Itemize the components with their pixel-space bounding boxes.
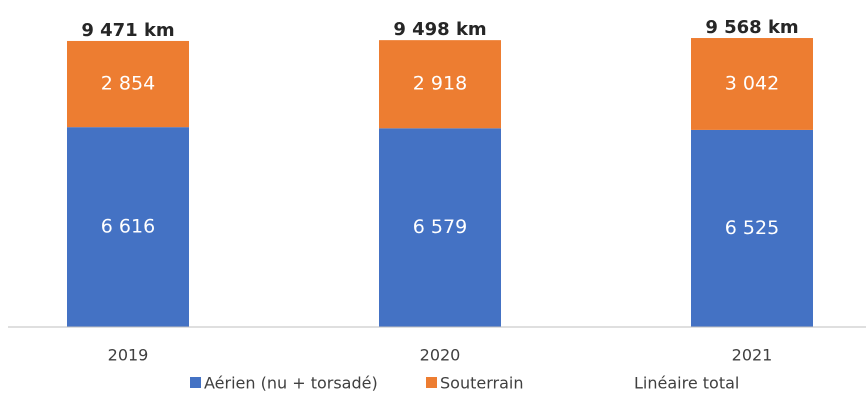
- x-tick-label: 2021: [732, 346, 773, 365]
- bar-segment: [691, 129, 813, 327]
- legend-label: Linéaire total: [634, 374, 739, 393]
- bar-segment: [379, 128, 501, 327]
- value-label: 2 918: [413, 73, 467, 95]
- x-tick-label: 2019: [108, 346, 149, 365]
- value-label: 6 525: [725, 217, 779, 239]
- total-label: 9 471 km: [81, 20, 174, 41]
- value-label: 6 579: [413, 216, 467, 238]
- value-label: 2 854: [101, 73, 155, 95]
- legend-swatch: [426, 377, 437, 388]
- total-label: 9 498 km: [393, 19, 486, 40]
- value-label: 3 042: [725, 72, 779, 94]
- x-tick-label: 2020: [420, 346, 461, 365]
- value-label: 6 616: [101, 216, 155, 238]
- bar-segment: [67, 40, 189, 128]
- bar-segment: [67, 127, 189, 327]
- bar-segment: [379, 40, 501, 129]
- legend-label: Aérien (nu + torsadé): [204, 374, 378, 393]
- legend-swatch: [190, 377, 201, 388]
- legend-label: Souterrain: [440, 374, 523, 393]
- total-label: 9 568 km: [705, 17, 798, 38]
- bar-segment: [691, 38, 813, 130]
